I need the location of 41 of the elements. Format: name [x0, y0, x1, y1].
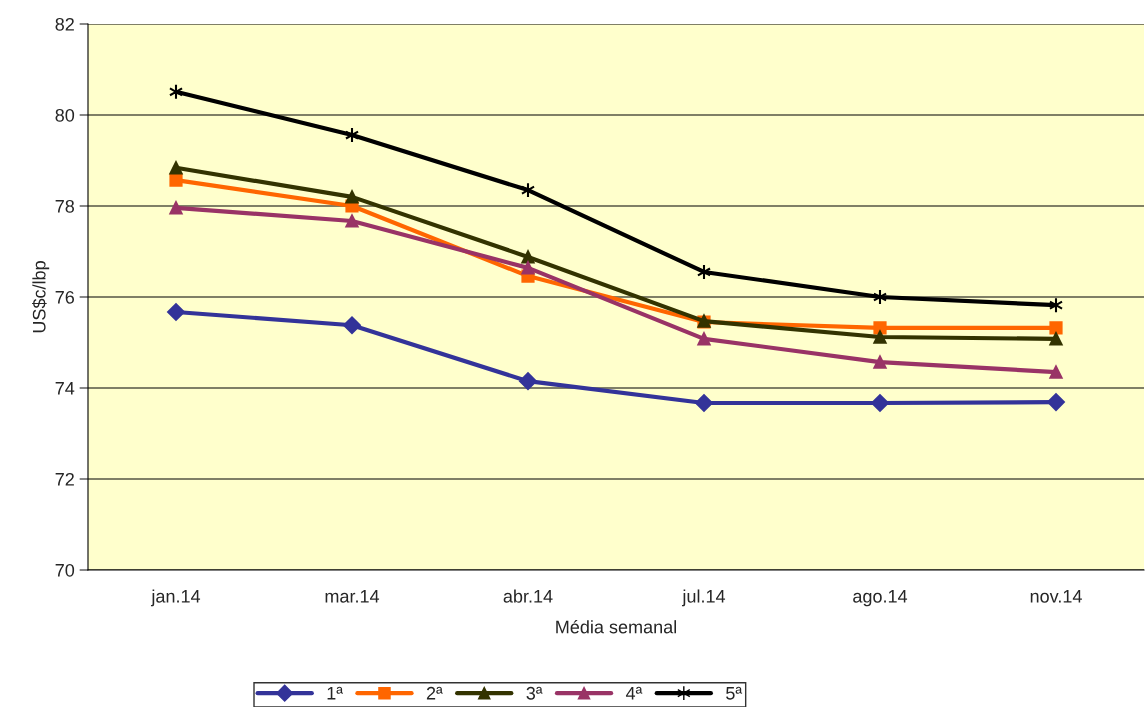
x-axis-title: Média semanal	[556, 619, 677, 634]
point	[1049, 321, 1063, 335]
point	[343, 316, 361, 335]
x-tick-label: nov.14	[1030, 590, 1082, 603]
point	[169, 173, 183, 187]
point	[519, 372, 537, 391]
point	[873, 330, 887, 344]
point	[169, 161, 183, 175]
legend-label: 4ª	[625, 686, 643, 700]
x-tick-label: jul.14	[681, 589, 726, 607]
point	[871, 394, 889, 412]
point	[697, 332, 711, 346]
point	[1047, 393, 1065, 411]
point	[695, 394, 713, 412]
x-tick-label: abr.14	[503, 589, 553, 603]
point	[521, 261, 535, 275]
y-tick-label: 80	[55, 108, 75, 122]
x-tick-label: ago.14	[853, 590, 908, 607]
y-tick-label: 82	[55, 17, 74, 31]
point	[521, 250, 535, 264]
point	[873, 355, 887, 369]
legend-label: 1ª	[327, 686, 344, 700]
y-tick-label: 70	[55, 563, 75, 577]
y-tick-label: 78	[55, 199, 75, 213]
x-tick-label: mar.14	[325, 590, 380, 603]
point	[345, 214, 359, 228]
y-tick-label: 72	[55, 472, 74, 486]
point	[169, 201, 183, 215]
point	[520, 182, 536, 199]
y-axis-title: US$c/lbp	[32, 261, 50, 333]
point	[167, 303, 185, 321]
y-tick-label: 76	[55, 290, 75, 304]
point	[345, 190, 359, 204]
legend-label: 5ª	[726, 686, 743, 700]
legend-label: 2ª	[426, 686, 443, 700]
point	[873, 321, 887, 335]
point	[1049, 332, 1063, 346]
y-tick-label: 74	[55, 382, 75, 395]
point	[1049, 365, 1063, 379]
legend-label: 3ª	[526, 686, 543, 700]
x-tick-label: jan.14	[150, 589, 201, 607]
